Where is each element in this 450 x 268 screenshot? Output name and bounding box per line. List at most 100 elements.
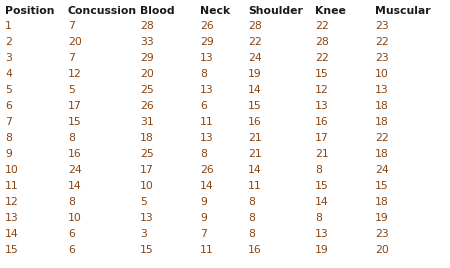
Text: 11: 11	[5, 181, 19, 191]
Text: 19: 19	[248, 69, 262, 79]
Text: 18: 18	[375, 101, 389, 111]
Text: 17: 17	[68, 101, 82, 111]
Text: 29: 29	[140, 53, 154, 63]
Text: 15: 15	[248, 101, 262, 111]
Text: 8: 8	[68, 133, 75, 143]
Text: 14: 14	[315, 197, 329, 207]
Text: 6: 6	[200, 101, 207, 111]
Text: 15: 15	[375, 181, 389, 191]
Text: 16: 16	[248, 117, 262, 127]
Text: 25: 25	[140, 85, 154, 95]
Text: 22: 22	[375, 37, 389, 47]
Text: 10: 10	[5, 165, 19, 175]
Text: 24: 24	[68, 165, 82, 175]
Text: 17: 17	[315, 133, 329, 143]
Text: 23: 23	[375, 21, 389, 31]
Text: 3: 3	[5, 53, 12, 63]
Text: 6: 6	[68, 229, 75, 239]
Text: 7: 7	[68, 53, 75, 63]
Text: 14: 14	[248, 165, 262, 175]
Text: 5: 5	[5, 85, 12, 95]
Text: 18: 18	[375, 117, 389, 127]
Text: 26: 26	[200, 21, 214, 31]
Text: Shoulder: Shoulder	[248, 6, 303, 16]
Text: 22: 22	[248, 37, 262, 47]
Text: 8: 8	[248, 197, 255, 207]
Text: 15: 15	[140, 245, 154, 255]
Text: 26: 26	[200, 165, 214, 175]
Text: 17: 17	[140, 165, 154, 175]
Text: 15: 15	[315, 181, 329, 191]
Text: 12: 12	[68, 69, 82, 79]
Text: 8: 8	[315, 165, 322, 175]
Text: 13: 13	[315, 229, 329, 239]
Text: 10: 10	[68, 213, 82, 223]
Text: 4: 4	[5, 69, 12, 79]
Text: 23: 23	[375, 53, 389, 63]
Text: 9: 9	[200, 197, 207, 207]
Text: 21: 21	[248, 133, 262, 143]
Text: 26: 26	[140, 101, 154, 111]
Text: 28: 28	[248, 21, 262, 31]
Text: 11: 11	[200, 117, 214, 127]
Text: 9: 9	[5, 149, 12, 159]
Text: Blood: Blood	[140, 6, 175, 16]
Text: 13: 13	[315, 101, 329, 111]
Text: Muscular: Muscular	[375, 6, 431, 16]
Text: 12: 12	[5, 197, 19, 207]
Text: 8: 8	[68, 197, 75, 207]
Text: 19: 19	[375, 213, 389, 223]
Text: Position: Position	[5, 6, 54, 16]
Text: 13: 13	[5, 213, 19, 223]
Text: 19: 19	[315, 245, 329, 255]
Text: 22: 22	[315, 53, 329, 63]
Text: 8: 8	[248, 213, 255, 223]
Text: 14: 14	[5, 229, 19, 239]
Text: 11: 11	[200, 245, 214, 255]
Text: 7: 7	[5, 117, 12, 127]
Text: 28: 28	[315, 37, 329, 47]
Text: 6: 6	[5, 101, 12, 111]
Text: 18: 18	[375, 149, 389, 159]
Text: 5: 5	[68, 85, 75, 95]
Text: Concussion: Concussion	[68, 6, 137, 16]
Text: 2: 2	[5, 37, 12, 47]
Text: 33: 33	[140, 37, 154, 47]
Text: 20: 20	[140, 69, 154, 79]
Text: 29: 29	[200, 37, 214, 47]
Text: 8: 8	[5, 133, 12, 143]
Text: 22: 22	[375, 133, 389, 143]
Text: 10: 10	[375, 69, 389, 79]
Text: 25: 25	[140, 149, 154, 159]
Text: 21: 21	[248, 149, 262, 159]
Text: 14: 14	[68, 181, 82, 191]
Text: 16: 16	[315, 117, 329, 127]
Text: Neck: Neck	[200, 6, 230, 16]
Text: 13: 13	[375, 85, 389, 95]
Text: 3: 3	[140, 229, 147, 239]
Text: 13: 13	[140, 213, 154, 223]
Text: 11: 11	[248, 181, 262, 191]
Text: 21: 21	[315, 149, 329, 159]
Text: 12: 12	[315, 85, 329, 95]
Text: 15: 15	[5, 245, 19, 255]
Text: 5: 5	[140, 197, 147, 207]
Text: 13: 13	[200, 85, 214, 95]
Text: 23: 23	[375, 229, 389, 239]
Text: 8: 8	[248, 229, 255, 239]
Text: 13: 13	[200, 53, 214, 63]
Text: 22: 22	[315, 21, 329, 31]
Text: 7: 7	[68, 21, 75, 31]
Text: 28: 28	[140, 21, 154, 31]
Text: 15: 15	[315, 69, 329, 79]
Text: 14: 14	[248, 85, 262, 95]
Text: 20: 20	[68, 37, 82, 47]
Text: 31: 31	[140, 117, 154, 127]
Text: 24: 24	[248, 53, 262, 63]
Text: 6: 6	[68, 245, 75, 255]
Text: 8: 8	[315, 213, 322, 223]
Text: 13: 13	[200, 133, 214, 143]
Text: 24: 24	[375, 165, 389, 175]
Text: 9: 9	[200, 213, 207, 223]
Text: 16: 16	[68, 149, 82, 159]
